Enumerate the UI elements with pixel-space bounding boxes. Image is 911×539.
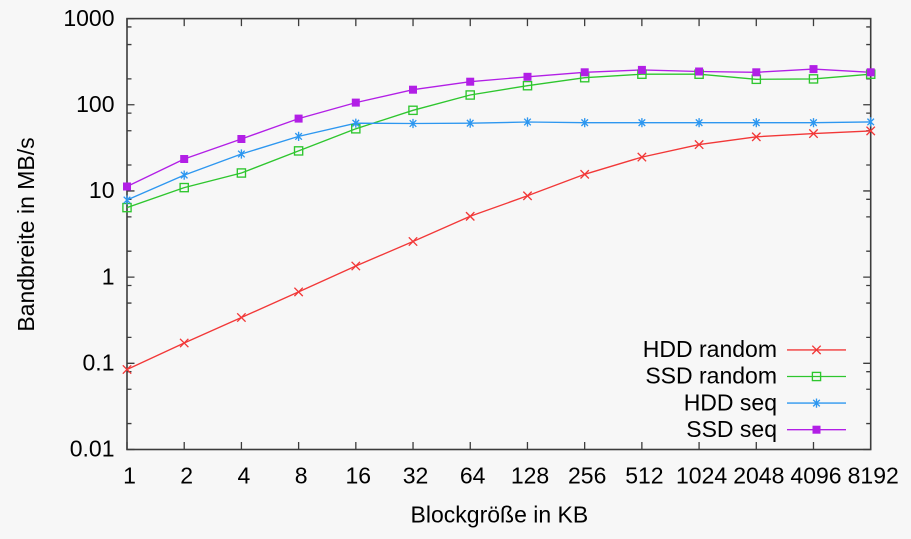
svg-text:0.1: 0.1 <box>83 350 115 376</box>
svg-text:1024: 1024 <box>676 462 727 488</box>
svg-text:SSD random: SSD random <box>645 363 777 389</box>
svg-text:HDD seq: HDD seq <box>684 389 777 415</box>
svg-text:Blockgröße in KB: Blockgröße in KB <box>411 502 589 528</box>
svg-text:10: 10 <box>89 177 115 203</box>
svg-text:4: 4 <box>238 462 251 488</box>
svg-text:32: 32 <box>403 462 429 488</box>
svg-text:128: 128 <box>511 462 549 488</box>
svg-text:16: 16 <box>346 462 372 488</box>
svg-text:2: 2 <box>180 462 193 488</box>
svg-text:256: 256 <box>568 462 606 488</box>
svg-text:HDD random: HDD random <box>643 336 777 362</box>
svg-text:1: 1 <box>102 263 115 289</box>
svg-text:Bandbreite in MB/s: Bandbreite in MB/s <box>13 137 39 331</box>
svg-text:1: 1 <box>123 462 136 488</box>
svg-text:SSD seq: SSD seq <box>686 416 777 442</box>
svg-text:64: 64 <box>460 462 486 488</box>
svg-text:1000: 1000 <box>63 5 114 31</box>
svg-text:100: 100 <box>76 91 114 117</box>
svg-text:512: 512 <box>625 462 663 488</box>
svg-text:0.01: 0.01 <box>70 436 115 462</box>
svg-text:2048: 2048 <box>733 462 784 488</box>
svg-text:4096: 4096 <box>790 462 841 488</box>
svg-text:8192: 8192 <box>848 462 899 488</box>
svg-text:8: 8 <box>295 462 308 488</box>
